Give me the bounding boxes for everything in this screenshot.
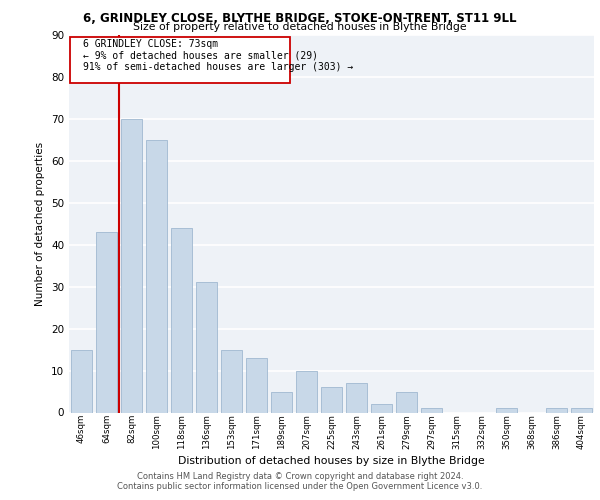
Text: 6, GRINDLEY CLOSE, BLYTHE BRIDGE, STOKE-ON-TRENT, ST11 9LL: 6, GRINDLEY CLOSE, BLYTHE BRIDGE, STOKE-… — [83, 12, 517, 26]
Bar — [146, 140, 167, 412]
X-axis label: Distribution of detached houses by size in Blythe Bridge: Distribution of detached houses by size … — [178, 456, 485, 466]
Text: ← 9% of detached houses are smaller (29): ← 9% of detached houses are smaller (29) — [83, 50, 318, 60]
Bar — [246, 358, 267, 412]
Bar — [221, 350, 242, 412]
Bar — [371, 404, 392, 412]
Bar — [321, 388, 342, 412]
Bar — [396, 392, 417, 412]
Bar — [346, 383, 367, 412]
Bar — [496, 408, 517, 412]
Text: Size of property relative to detached houses in Blythe Bridge: Size of property relative to detached ho… — [133, 22, 467, 32]
Text: 91% of semi-detached houses are larger (303) →: 91% of semi-detached houses are larger (… — [83, 62, 353, 72]
Bar — [421, 408, 442, 412]
Y-axis label: Number of detached properties: Number of detached properties — [35, 142, 46, 306]
Text: Contains public sector information licensed under the Open Government Licence v3: Contains public sector information licen… — [118, 482, 482, 491]
Bar — [96, 232, 117, 412]
Bar — [171, 228, 192, 412]
Bar — [271, 392, 292, 412]
FancyBboxPatch shape — [70, 37, 290, 83]
Bar — [571, 408, 592, 412]
Bar — [296, 370, 317, 412]
Bar — [71, 350, 92, 412]
Text: 6 GRINDLEY CLOSE: 73sqm: 6 GRINDLEY CLOSE: 73sqm — [83, 39, 218, 49]
Bar — [196, 282, 217, 412]
Bar — [546, 408, 567, 412]
Text: Contains HM Land Registry data © Crown copyright and database right 2024.: Contains HM Land Registry data © Crown c… — [137, 472, 463, 481]
Bar — [121, 119, 142, 412]
